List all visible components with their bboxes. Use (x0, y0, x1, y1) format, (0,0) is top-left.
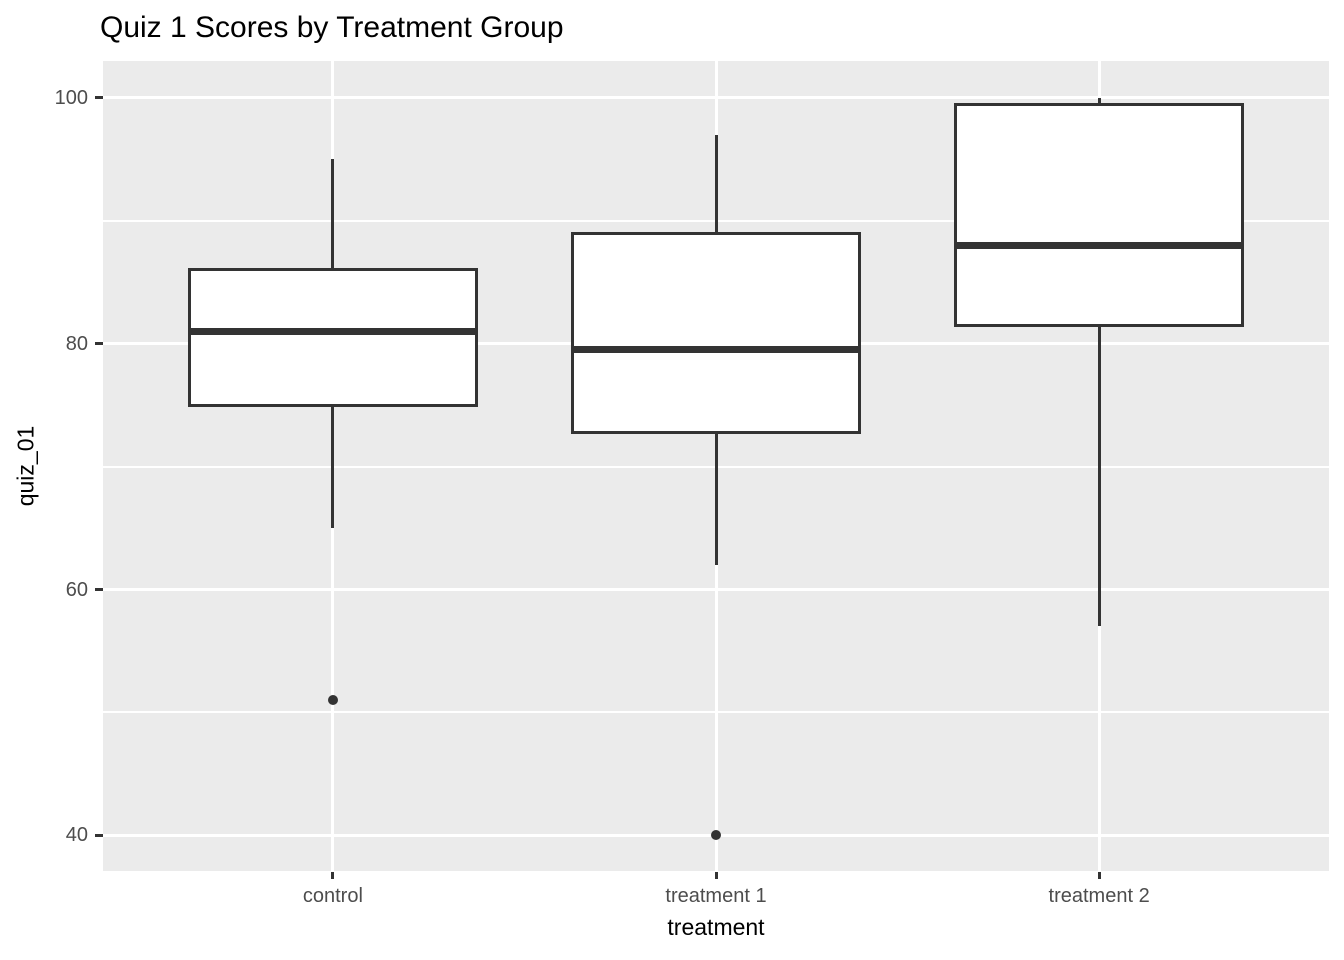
median-treatment-1 (570, 346, 862, 354)
x-axis-title: treatment (667, 914, 765, 940)
x-tick-label-treatment-1: treatment 1 (665, 885, 767, 907)
y-tick-mark-100 (95, 96, 103, 100)
box-control (187, 268, 479, 407)
y-tick-label-100: 100 (54, 86, 88, 109)
y-tick-mark-40 (95, 833, 103, 837)
median-control (187, 327, 479, 335)
x-tick-mark-treatment-2 (1097, 872, 1101, 879)
plot-panel (103, 61, 1329, 871)
whisker-upper-treatment-2 (1097, 97, 1101, 104)
outlier-point-control-51 (327, 695, 338, 706)
x-tick-mark-treatment-1 (714, 872, 718, 879)
median-treatment-2 (953, 241, 1245, 249)
whisker-lower-treatment-1 (714, 432, 718, 565)
y-tick-label-60: 60 (65, 578, 88, 601)
whisker-upper-treatment-1 (714, 134, 718, 234)
whisker-lower-treatment-2 (1097, 325, 1101, 627)
x-tick-label-treatment-2: treatment 2 (1048, 885, 1150, 907)
y-tick-mark-80 (95, 342, 103, 346)
y-tick-label-40: 40 (65, 824, 88, 847)
y-tick-label-80: 80 (65, 332, 88, 355)
y-axis-title: quiz_01 (12, 425, 39, 507)
whisker-upper-control (331, 159, 335, 270)
plot-title: Quiz 1 Scores by Treatment Group (100, 11, 564, 44)
box-treatment-1 (570, 231, 862, 435)
x-tick-mark-control (331, 872, 335, 879)
whisker-lower-control (331, 405, 335, 529)
outlier-point-treatment-1-40 (711, 830, 721, 841)
box-treatment-2 (953, 102, 1245, 327)
x-tick-label-control: control (302, 885, 363, 907)
y-tick-mark-60 (95, 588, 103, 592)
